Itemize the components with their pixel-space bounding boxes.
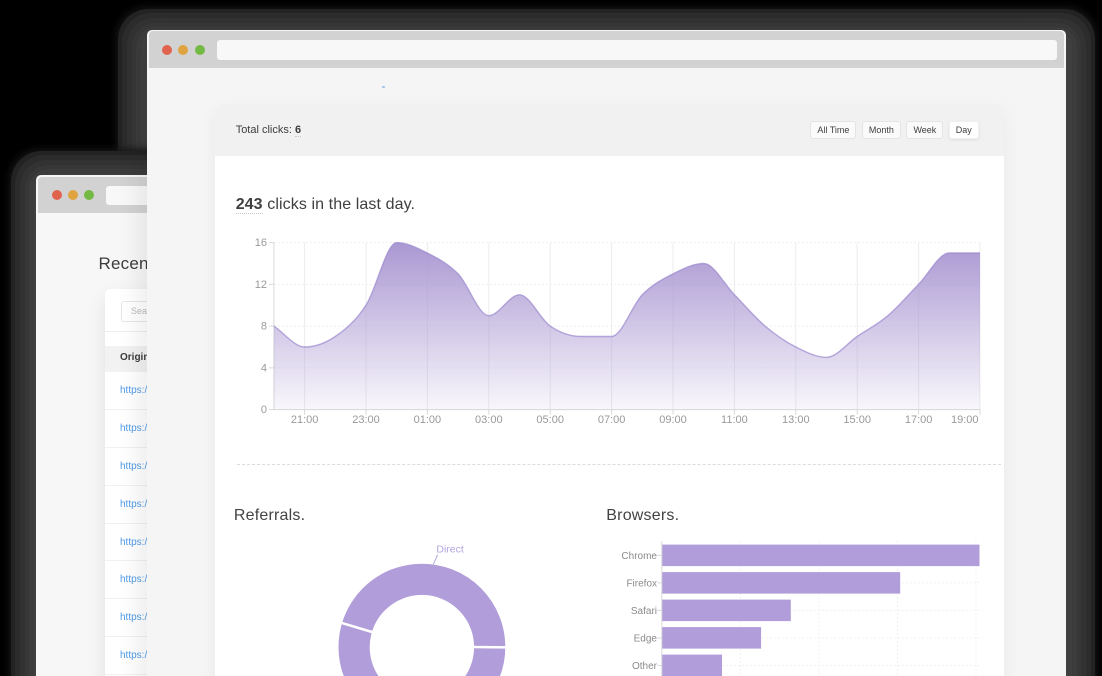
svg-text:16: 16 bbox=[255, 237, 267, 249]
svg-text:8: 8 bbox=[261, 321, 267, 333]
svg-text:12: 12 bbox=[255, 279, 267, 291]
svg-text:17:00: 17:00 bbox=[905, 414, 933, 426]
svg-text:Edge: Edge bbox=[634, 633, 658, 644]
svg-text:15:00: 15:00 bbox=[843, 414, 871, 426]
svg-text:4: 4 bbox=[261, 362, 267, 374]
svg-text:21:00: 21:00 bbox=[291, 414, 319, 426]
svg-text:0: 0 bbox=[261, 404, 267, 416]
svg-text:Direct: Direct bbox=[436, 544, 464, 556]
svg-text:23:00: 23:00 bbox=[352, 414, 380, 426]
svg-text:13:00: 13:00 bbox=[782, 414, 810, 426]
svg-text:05:00: 05:00 bbox=[536, 414, 564, 426]
svg-text:Chrome: Chrome bbox=[621, 551, 657, 562]
svg-text:19:00: 19:00 bbox=[951, 414, 979, 426]
svg-text:03:00: 03:00 bbox=[475, 414, 503, 426]
svg-text:07:00: 07:00 bbox=[598, 414, 626, 426]
svg-text:Firefox: Firefox bbox=[626, 578, 657, 589]
svg-text:Other: Other bbox=[632, 661, 658, 672]
svg-text:09:00: 09:00 bbox=[659, 414, 687, 426]
svg-text:01:00: 01:00 bbox=[414, 414, 442, 426]
svg-text:11:00: 11:00 bbox=[721, 414, 748, 426]
svg-text:Safari: Safari bbox=[631, 606, 657, 617]
